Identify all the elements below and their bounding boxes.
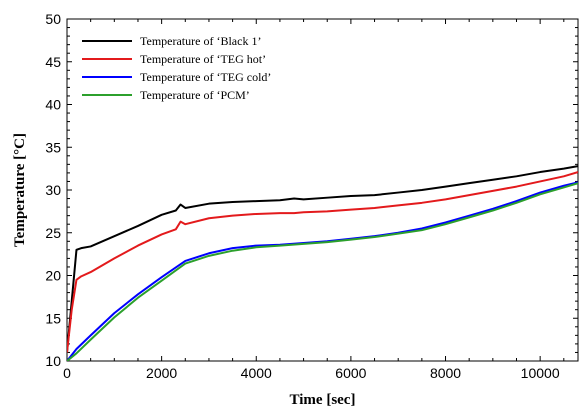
x-tick-label: 10000 bbox=[521, 365, 560, 381]
y-tick-label: 45 bbox=[45, 54, 61, 70]
legend-label-1: Temperature of ‘Black 1’ bbox=[140, 34, 261, 48]
legend-label-2: Temperature of ‘TEG hot’ bbox=[140, 52, 266, 66]
series-line-1 bbox=[67, 165, 578, 353]
x-tick-label: 4000 bbox=[241, 365, 272, 381]
tick-labels-group: 10 15 20 25 30 35 40 45 50 0 2000 4000 6000 8000 10000 bbox=[45, 11, 559, 381]
x-tick-label: 2000 bbox=[146, 365, 177, 381]
legend-label-3: Temperature of ‘TEG cold’ bbox=[140, 70, 271, 84]
x-tick-label: 0 bbox=[63, 365, 71, 381]
legend: Temperature of ‘Black 1’ Temperature of ‘… bbox=[82, 34, 271, 102]
axes-group bbox=[66, 18, 579, 362]
y-tick-label: 10 bbox=[45, 353, 61, 369]
x-tick-label: 6000 bbox=[335, 365, 366, 381]
x-axis-title: Time [sec] bbox=[290, 392, 356, 408]
y-tick-label: 25 bbox=[45, 225, 61, 241]
legend-label-4: Temperature of ‘PCM’ bbox=[140, 88, 250, 102]
x-tick-label: 8000 bbox=[430, 365, 461, 381]
y-tick-label: 50 bbox=[45, 11, 61, 27]
series-line-3 bbox=[67, 181, 578, 361]
y-axis-title: Temperature [°C] bbox=[12, 133, 28, 247]
y-tick-label: 30 bbox=[45, 182, 61, 198]
series-line-4 bbox=[67, 182, 578, 361]
series-line-2 bbox=[67, 171, 578, 353]
y-tick-label: 15 bbox=[45, 310, 61, 326]
y-tick-label: 40 bbox=[45, 97, 61, 113]
series-group bbox=[67, 165, 578, 361]
y-tick-label: 35 bbox=[45, 139, 61, 155]
y-tick-label: 20 bbox=[45, 268, 61, 284]
